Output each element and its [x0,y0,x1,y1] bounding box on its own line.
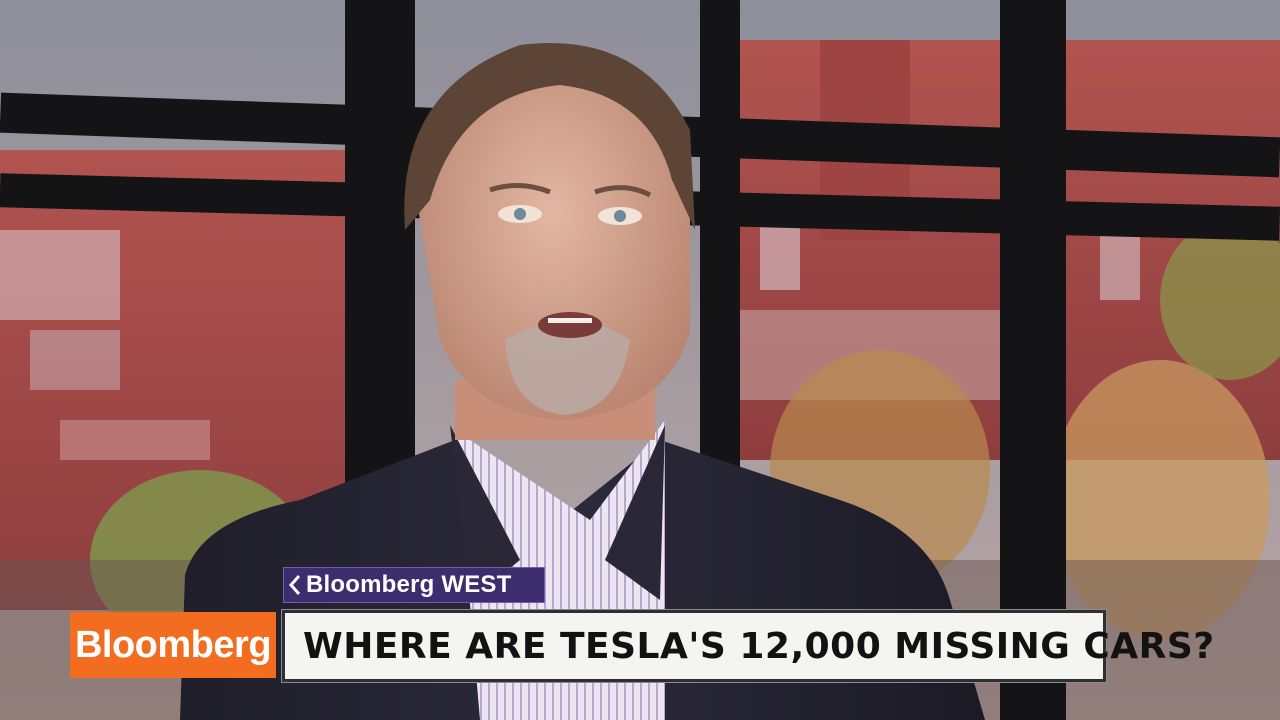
window-frame [0,0,1280,720]
studio-interview-scene [0,0,1280,720]
